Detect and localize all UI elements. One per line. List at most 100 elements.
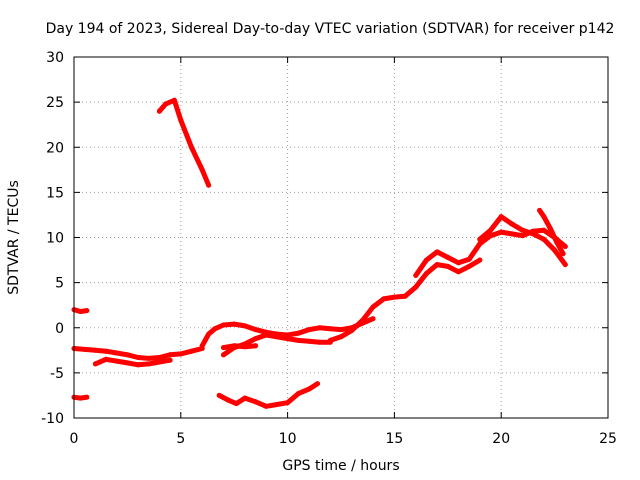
data-point <box>253 343 259 349</box>
data-point <box>274 334 280 340</box>
data-point <box>509 231 515 237</box>
data-point <box>349 328 355 333</box>
data-point <box>315 381 320 387</box>
data-point <box>178 351 184 357</box>
data-point <box>274 402 280 407</box>
data-point <box>306 386 312 392</box>
data-point <box>84 308 90 314</box>
data-point <box>135 355 141 360</box>
data-point <box>370 304 376 310</box>
series-arc-5 <box>156 97 212 188</box>
data-point <box>225 397 231 403</box>
data-point <box>413 284 419 290</box>
data-point <box>445 263 451 269</box>
y-tick-label: 20 <box>46 140 64 156</box>
data-point <box>114 350 120 356</box>
data-point <box>77 395 83 401</box>
data-point <box>317 325 323 331</box>
y-tick-label: 10 <box>46 231 64 247</box>
data-point <box>402 293 408 299</box>
data-point <box>434 249 440 255</box>
data-point <box>547 226 553 231</box>
data-point <box>338 334 344 340</box>
data-point <box>167 352 173 358</box>
data-point <box>477 241 483 247</box>
y-tick-label: 5 <box>55 276 64 292</box>
data-point <box>434 262 440 268</box>
data-point <box>541 214 547 220</box>
data-point <box>509 221 515 227</box>
data-point <box>263 332 269 338</box>
data-point <box>189 348 194 354</box>
data-point <box>156 355 162 360</box>
series-arc-8 <box>221 343 259 351</box>
data-point <box>466 263 472 269</box>
data-point <box>370 316 376 322</box>
data-point <box>338 327 344 333</box>
data-point <box>199 343 205 349</box>
series-arc-12 <box>477 214 568 268</box>
data-point <box>84 394 90 400</box>
data-point <box>103 348 109 354</box>
x-tick-label: 10 <box>279 431 297 447</box>
data-point <box>212 326 218 332</box>
data-point <box>163 101 169 107</box>
data-point <box>221 352 226 358</box>
data-point <box>391 294 397 300</box>
x-axis-label: GPS time / hours <box>282 458 399 474</box>
data-point <box>206 182 212 188</box>
data-point <box>103 356 109 362</box>
data-point <box>146 355 152 361</box>
data-point <box>124 360 130 366</box>
data-point <box>295 330 301 336</box>
data-point <box>242 323 248 329</box>
data-traces <box>71 97 568 409</box>
data-point <box>253 336 259 342</box>
data-point <box>317 339 323 345</box>
data-point <box>560 251 566 257</box>
data-point <box>530 231 536 237</box>
data-point <box>242 395 248 401</box>
data-point <box>554 239 560 245</box>
data-point <box>156 108 162 114</box>
data-point <box>253 327 259 333</box>
data-point <box>135 362 141 368</box>
data-point <box>327 326 333 332</box>
data-point <box>199 167 205 173</box>
data-point <box>189 144 194 150</box>
x-tick-label: 15 <box>385 431 403 447</box>
data-point <box>242 344 248 350</box>
x-tick-label: 0 <box>70 431 79 447</box>
y-tick-label: -10 <box>41 411 64 427</box>
data-point <box>381 296 387 302</box>
data-point <box>456 269 461 275</box>
data-point <box>456 260 461 266</box>
y-tick-label: 0 <box>55 321 64 337</box>
data-point <box>231 343 237 349</box>
y-tick-label: -5 <box>50 366 64 382</box>
data-point <box>285 336 291 342</box>
data-point <box>221 345 226 351</box>
data-point <box>520 227 526 233</box>
data-point <box>306 327 312 333</box>
data-point <box>295 337 301 343</box>
data-point <box>477 257 483 263</box>
data-point <box>92 347 98 353</box>
data-point <box>263 403 269 409</box>
data-point <box>466 256 472 262</box>
data-point <box>82 346 88 352</box>
data-point <box>488 227 493 233</box>
y-tick-label: 25 <box>46 95 64 111</box>
data-point <box>413 272 419 278</box>
data-point <box>77 309 83 314</box>
y-axis-label: SDTVAR / TECUs <box>6 180 22 295</box>
data-point <box>541 227 547 233</box>
x-tick-label: 20 <box>492 431 510 447</box>
data-point <box>178 117 184 123</box>
data-point <box>167 357 173 363</box>
data-point <box>552 247 558 253</box>
data-point <box>445 254 451 260</box>
x-tick-label: 25 <box>599 431 617 447</box>
data-point <box>231 321 237 327</box>
y-tick-label: 15 <box>46 185 64 201</box>
